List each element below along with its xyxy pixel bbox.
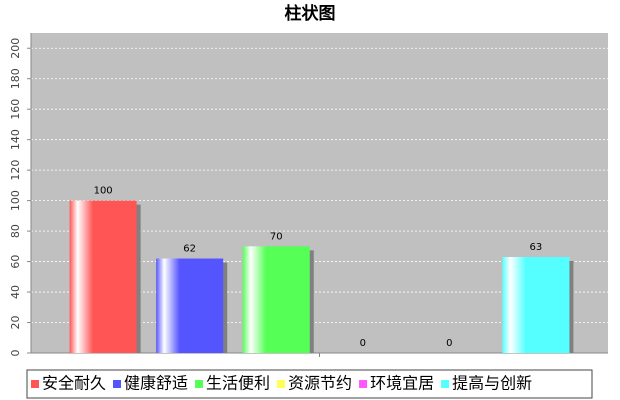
- legend-swatch: [195, 380, 204, 388]
- y-tick-label: 160: [9, 99, 22, 120]
- legend-swatch: [113, 380, 122, 388]
- y-tick-label: 100: [9, 190, 22, 211]
- legend-swatch: [277, 380, 286, 388]
- value-label: 63: [530, 242, 543, 253]
- bar: [69, 200, 137, 353]
- bar: [502, 257, 570, 353]
- legend-swatch: [359, 380, 368, 388]
- chart-title: 柱状图: [285, 3, 336, 24]
- legend-label: 生活便利: [206, 374, 270, 393]
- value-label: 100: [94, 186, 113, 197]
- legend-label: 环境宜居: [370, 374, 434, 393]
- y-tick-label: 60: [9, 255, 22, 269]
- legend: 安全耐久 健康舒适 生活便利 资源节约 环境宜居 提高与创新: [31, 374, 532, 393]
- value-label: 62: [183, 244, 196, 255]
- y-tick-label: 0: [9, 350, 22, 357]
- legend-label: 提高与创新: [452, 374, 532, 393]
- legend-label: 安全耐久: [42, 374, 106, 393]
- y-tick-label: 20: [9, 316, 22, 330]
- y-tick-label: 40: [9, 285, 22, 299]
- bar: [156, 258, 224, 353]
- y-tick-label: 180: [9, 68, 22, 89]
- y-tick-label: 200: [9, 38, 22, 59]
- legend-swatch: [441, 380, 450, 388]
- legend-swatch: [31, 380, 39, 388]
- y-tick-label: 120: [9, 160, 22, 181]
- value-label: 70: [270, 231, 283, 242]
- legend-box: [26, 369, 593, 399]
- y-tick-label: 80: [9, 224, 22, 238]
- bar: [242, 246, 310, 353]
- value-label: 0: [360, 338, 366, 349]
- legend-label: 资源节约: [288, 374, 352, 393]
- value-label: 0: [446, 338, 452, 349]
- y-tick-label: 140: [9, 129, 22, 150]
- legend-label: 健康舒适: [124, 374, 188, 393]
